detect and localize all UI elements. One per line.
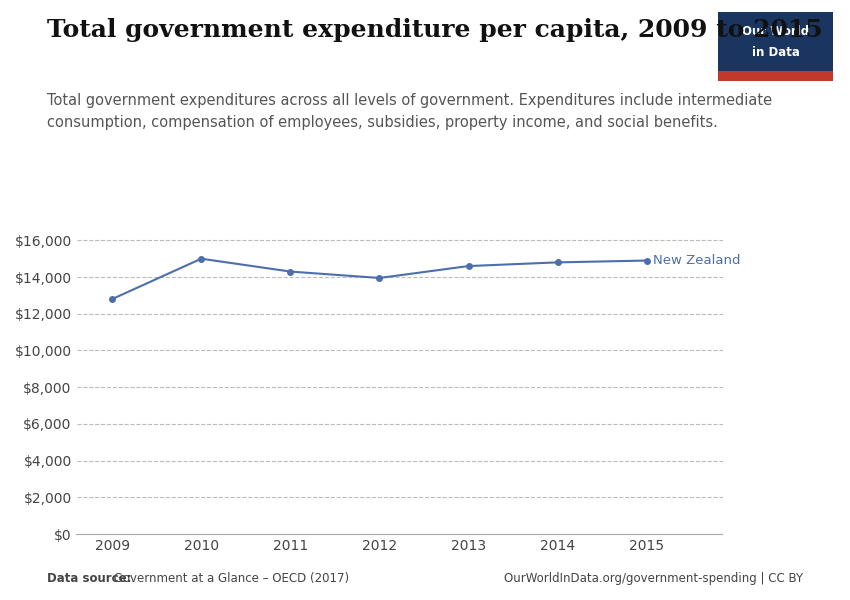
Text: Our World: Our World bbox=[742, 25, 809, 38]
Text: New Zealand: New Zealand bbox=[653, 254, 740, 267]
Text: Total government expenditures across all levels of government. Expenditures incl: Total government expenditures across all… bbox=[47, 93, 772, 130]
Bar bbox=[718, 71, 833, 81]
Text: OurWorldInData.org/government-spending | CC BY: OurWorldInData.org/government-spending |… bbox=[504, 572, 803, 585]
Text: in Data: in Data bbox=[751, 46, 800, 59]
Text: Total government expenditure per capita, 2009 to 2015: Total government expenditure per capita,… bbox=[47, 18, 822, 42]
Text: Government at a Glance – OECD (2017): Government at a Glance – OECD (2017) bbox=[110, 572, 349, 585]
Text: Data source:: Data source: bbox=[47, 572, 131, 585]
